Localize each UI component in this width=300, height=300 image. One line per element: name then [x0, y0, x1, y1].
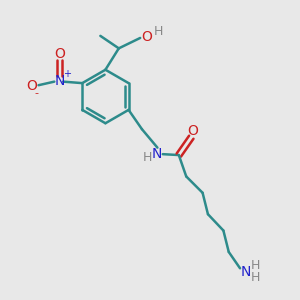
Text: N: N — [152, 147, 162, 161]
Text: N: N — [240, 265, 250, 279]
Text: O: O — [187, 124, 198, 138]
Text: H: H — [142, 151, 152, 164]
Text: O: O — [54, 47, 65, 61]
Text: O: O — [141, 30, 152, 44]
Text: O: O — [27, 79, 38, 93]
Text: N: N — [54, 74, 64, 88]
Text: +: + — [63, 69, 71, 79]
Text: H: H — [154, 25, 163, 38]
Text: -: - — [34, 88, 38, 98]
Text: H: H — [251, 260, 260, 272]
Text: H: H — [251, 271, 260, 284]
